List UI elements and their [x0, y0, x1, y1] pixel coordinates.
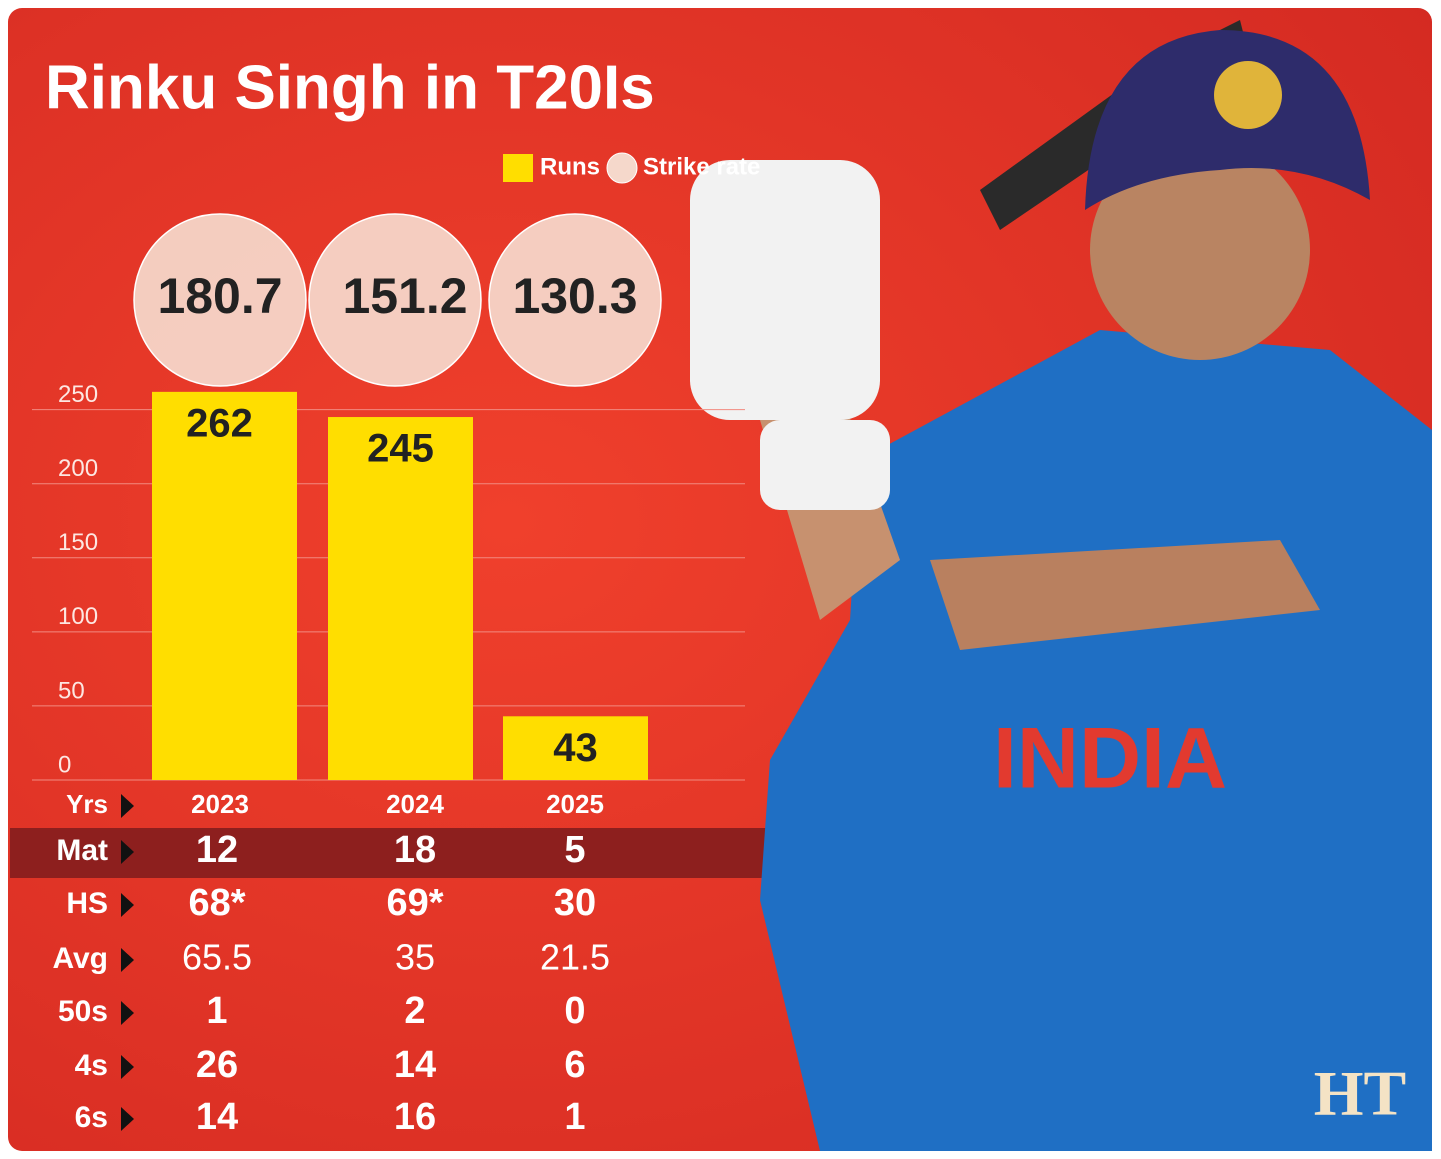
row-arrow — [121, 948, 134, 972]
table-cell: 1 — [206, 990, 227, 1032]
row-arrow — [121, 840, 134, 864]
table-cell: 35 — [395, 937, 435, 978]
value-label: 245 — [367, 427, 434, 471]
highlight-row — [10, 828, 785, 878]
table-cell: 14 — [196, 1096, 238, 1138]
row-arrow — [121, 893, 134, 917]
table-cell: 1 — [564, 1096, 585, 1138]
strike-rate-label: 130.3 — [512, 268, 637, 324]
y-tick-label: 100 — [58, 603, 98, 630]
strike-rate-circle — [308, 213, 482, 387]
table-cell: 18 — [394, 829, 436, 871]
row-arrow — [121, 1001, 134, 1025]
row-label: Avg — [52, 942, 108, 975]
row-label: 50s — [58, 995, 108, 1028]
x-tick-label: 2025 — [546, 789, 604, 819]
table-cell: 6 — [564, 1044, 585, 1086]
strike-rate-label: 151.2 — [342, 268, 467, 324]
row-arrow — [121, 1055, 134, 1079]
legend-label: Strike rate — [643, 153, 760, 180]
table-cell: 26 — [196, 1044, 238, 1086]
y-tick-label: 0 — [58, 751, 71, 778]
table-cell: 2 — [404, 990, 425, 1032]
row-arrow — [121, 1107, 134, 1131]
y-tick-label: 150 — [58, 529, 98, 556]
table-cell: 68* — [188, 882, 245, 924]
table-cell: 12 — [196, 829, 238, 871]
table-header: Yrs — [66, 789, 108, 819]
jersey-text: INDIA — [993, 711, 1227, 807]
bar — [503, 716, 648, 780]
row-label: HS — [66, 887, 108, 920]
row-label: 6s — [75, 1101, 108, 1134]
table-cell: 21.5 — [540, 937, 610, 978]
value-label: 43 — [553, 726, 598, 770]
row-label: 4s — [75, 1049, 108, 1082]
row-label: Mat — [56, 834, 108, 867]
table-cell: 5 — [564, 829, 585, 871]
table-cell: 14 — [394, 1044, 436, 1086]
y-tick-label: 200 — [58, 455, 98, 482]
logo: HT — [1314, 1058, 1406, 1129]
value-label: 262 — [186, 401, 253, 445]
legend-swatch — [606, 152, 638, 184]
y-tick-label: 50 — [58, 677, 85, 704]
table-cell: 69* — [386, 882, 443, 924]
table-cell: 16 — [394, 1096, 436, 1138]
table-cell: 30 — [554, 882, 596, 924]
chart-title: Rinku Singh in T20Is — [45, 53, 655, 122]
table-cell: 65.5 — [182, 937, 252, 978]
strike-rate-circle — [488, 213, 662, 387]
legend-label: Runs — [540, 153, 600, 180]
bar — [152, 391, 297, 780]
x-tick-label: 2024 — [386, 789, 444, 819]
strike-rate-circle — [133, 213, 307, 387]
strike-rate-label: 180.7 — [157, 268, 282, 324]
y-tick-label: 250 — [58, 381, 98, 408]
row-arrow — [121, 794, 134, 818]
player-illustration: INDIA — [690, 20, 1432, 1151]
x-tick-label: 2023 — [191, 789, 249, 819]
bar — [328, 417, 473, 780]
legend-swatch — [503, 154, 533, 182]
table-cell: 0 — [564, 990, 585, 1032]
